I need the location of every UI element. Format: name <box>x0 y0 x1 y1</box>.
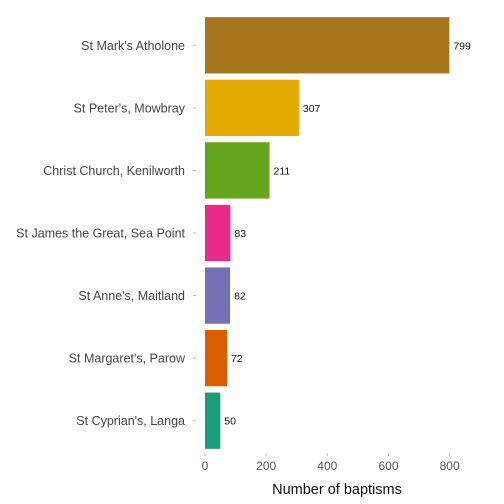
x-tick-label: 800 <box>440 459 460 473</box>
bar <box>205 204 231 262</box>
category-labels: St Mark's Atholone St Peter's, Mowbray Chr… <box>16 39 196 428</box>
category-label: St James the Great, Sea Point <box>16 227 185 241</box>
category-label: St Anne's, Maitland <box>78 289 185 303</box>
data-label: 799 <box>453 40 471 52</box>
x-tick-label: 200 <box>256 459 276 473</box>
x-axis: 0 200 400 600 800 <box>202 453 460 473</box>
data-label: 72 <box>231 353 243 365</box>
x-tick-label: 400 <box>317 459 337 473</box>
category-label: St Mark's Atholone <box>81 39 185 53</box>
x-tick-label: 0 <box>202 459 209 473</box>
bar <box>205 79 299 137</box>
bar <box>205 142 270 199</box>
bar <box>205 17 450 74</box>
data-label: 82 <box>234 291 246 303</box>
x-tick-label: 600 <box>378 459 398 473</box>
bars <box>205 17 450 449</box>
bar <box>205 267 231 324</box>
x-axis-title: Number of baptisms <box>272 482 402 498</box>
data-label: 83 <box>234 228 246 240</box>
category-label: St Cyprian's, Langa <box>76 414 185 428</box>
data-label: 211 <box>274 165 291 177</box>
category-label: St Margaret's, Parow <box>69 352 186 366</box>
bar <box>205 392 221 449</box>
category-label: St Peter's, Mowbray <box>74 101 186 115</box>
category-label: Christ Church, Kenilworth <box>43 164 185 178</box>
data-label: 50 <box>224 416 236 428</box>
bar <box>205 329 228 387</box>
data-labels: 799 307 211 83 82 72 50 <box>224 40 471 427</box>
data-label: 307 <box>303 103 321 115</box>
